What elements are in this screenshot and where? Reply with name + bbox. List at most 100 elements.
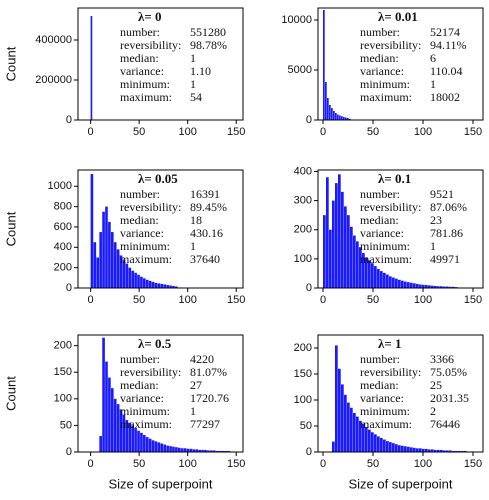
bar bbox=[422, 448, 425, 452]
bar bbox=[331, 108, 333, 120]
bar bbox=[105, 206, 108, 288]
bar bbox=[128, 267, 132, 288]
y-tick-label: 200 bbox=[54, 340, 72, 352]
x-tick-label: 100 bbox=[178, 294, 196, 306]
bar bbox=[349, 118, 351, 120]
bar bbox=[145, 279, 149, 288]
y-tick-label: 600 bbox=[54, 221, 72, 233]
y-tick-label: 0 bbox=[306, 114, 312, 126]
bar bbox=[425, 285, 428, 288]
stat-value: 94.11% bbox=[430, 38, 467, 52]
bar bbox=[119, 409, 123, 452]
stat-value: 1.10 bbox=[190, 64, 211, 78]
y-tick-label: 0 bbox=[66, 446, 72, 458]
bar bbox=[151, 440, 155, 452]
bar bbox=[333, 111, 335, 120]
bar bbox=[341, 191, 344, 288]
bar bbox=[119, 255, 123, 288]
stat-value: 6 bbox=[430, 51, 436, 65]
x-tick-label: 150 bbox=[227, 126, 245, 138]
bar bbox=[90, 16, 93, 120]
bar bbox=[407, 446, 410, 452]
stat-value: 2031.35 bbox=[430, 391, 469, 405]
bar bbox=[458, 450, 461, 452]
x-tick-label: 50 bbox=[133, 294, 145, 306]
bar bbox=[338, 174, 341, 288]
stat-value: 430.16 bbox=[190, 226, 223, 240]
bar bbox=[371, 432, 374, 452]
bar bbox=[380, 271, 383, 288]
stat-label: median: bbox=[360, 213, 399, 227]
y-tick-label: 5000 bbox=[288, 64, 312, 76]
bar bbox=[362, 253, 365, 288]
stat-value: 1 bbox=[190, 51, 196, 65]
stat-value: 781.86 bbox=[430, 226, 463, 240]
x-tick-label: 0 bbox=[320, 126, 326, 138]
stat-label: reversibility: bbox=[120, 200, 181, 214]
stat-value: 18002 bbox=[430, 90, 460, 104]
stat-label: median: bbox=[120, 51, 159, 65]
bar bbox=[407, 282, 410, 288]
bar bbox=[446, 286, 449, 288]
x-tick-label: 0 bbox=[88, 294, 94, 306]
y-tick-label: 300 bbox=[294, 194, 312, 206]
stat-value: 87.06% bbox=[430, 200, 467, 214]
bar bbox=[154, 441, 158, 452]
bar bbox=[175, 286, 178, 288]
y-axis-label: Count bbox=[3, 376, 18, 411]
y-tick-label: 150 bbox=[294, 368, 312, 380]
x-tick-label: 0 bbox=[320, 458, 326, 470]
bar bbox=[323, 215, 326, 288]
stat-label: reversibility: bbox=[360, 38, 421, 52]
bar bbox=[332, 200, 335, 288]
stat-label: median: bbox=[120, 213, 159, 227]
bar bbox=[350, 407, 353, 452]
bar bbox=[116, 249, 120, 288]
panel-title: λ= 0.5 bbox=[138, 336, 172, 351]
bar bbox=[446, 450, 449, 452]
x-axis-label: Size of superpoint bbox=[348, 476, 452, 491]
bar bbox=[148, 438, 152, 452]
stat-label: number: bbox=[120, 352, 160, 366]
panel-title: λ= 0.05 bbox=[138, 171, 178, 186]
stat-label: maximum: bbox=[360, 417, 412, 431]
bar bbox=[404, 446, 407, 452]
bar bbox=[452, 286, 455, 288]
panel-title: λ= 0.1 bbox=[378, 171, 411, 186]
bar bbox=[356, 241, 359, 288]
bar bbox=[335, 345, 338, 452]
bar bbox=[108, 221, 111, 288]
bar bbox=[353, 235, 356, 288]
bar bbox=[157, 442, 161, 452]
bar bbox=[392, 277, 395, 288]
y-tick-label: 150 bbox=[54, 366, 72, 378]
x-tick-label: 100 bbox=[178, 126, 196, 138]
stat-label: maximum: bbox=[120, 90, 172, 104]
stat-value: 551280 bbox=[190, 25, 226, 39]
bar bbox=[383, 272, 386, 288]
bar bbox=[326, 177, 329, 288]
y-tick-label: 50 bbox=[300, 420, 312, 432]
bar bbox=[325, 82, 327, 120]
y-axis-label: Count bbox=[3, 46, 18, 81]
stat-value: 76446 bbox=[430, 417, 460, 431]
plot-frame bbox=[77, 334, 244, 453]
bar bbox=[386, 274, 389, 288]
bar bbox=[204, 449, 207, 452]
bar bbox=[416, 448, 419, 452]
bar bbox=[395, 278, 398, 288]
bar bbox=[140, 432, 143, 452]
stat-label: reversibility: bbox=[120, 38, 181, 52]
y-tick-label: 400 bbox=[294, 165, 312, 177]
x-tick-label: 100 bbox=[414, 458, 432, 470]
y-tick-label: 0 bbox=[66, 282, 72, 294]
bar bbox=[137, 274, 140, 288]
bar bbox=[377, 436, 380, 452]
bar bbox=[166, 284, 169, 288]
x-tick-label: 0 bbox=[320, 294, 326, 306]
bar bbox=[134, 428, 137, 452]
x-tick-label: 150 bbox=[464, 294, 482, 306]
bar bbox=[341, 384, 344, 452]
bar bbox=[137, 430, 140, 452]
